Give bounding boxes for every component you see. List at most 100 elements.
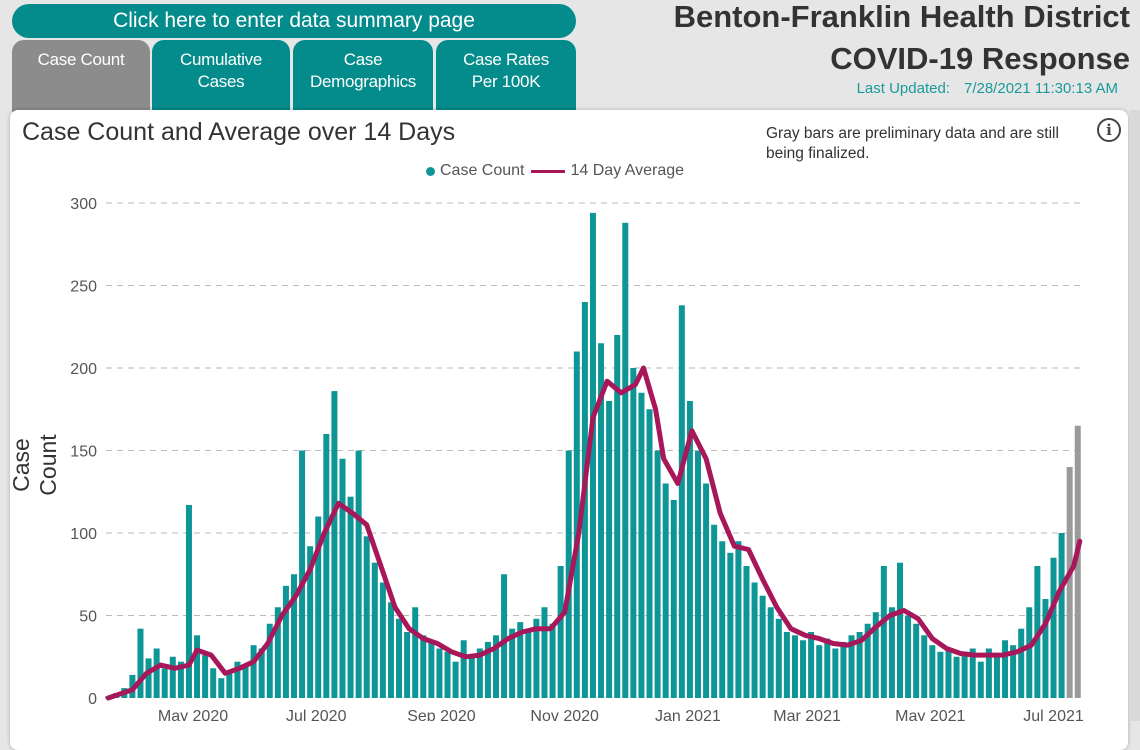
- data-summary-button[interactable]: Click here to enter data summary page: [12, 4, 576, 38]
- case-count-bar: [379, 582, 386, 698]
- scrollbar[interactable]: [1130, 110, 1140, 721]
- x-tick-label: Mar 2021: [773, 708, 841, 721]
- case-count-bar: [493, 635, 499, 698]
- y-tick-label: 100: [70, 526, 97, 543]
- case-count-bar: [703, 483, 710, 698]
- case-count-bar: [484, 641, 491, 698]
- last-updated-label: Last Updated:: [856, 80, 950, 97]
- tab-case-count[interactable]: Case Count: [12, 40, 150, 112]
- case-count-bar: [888, 607, 895, 698]
- x-tick-label: Jul 2020: [286, 708, 347, 721]
- case-count-bar: [250, 645, 257, 698]
- legend-average: 14 Day Average: [570, 162, 685, 179]
- legend-dot-icon: [426, 166, 435, 176]
- case-count-bar: [662, 483, 669, 698]
- title-line-1: Benton-Franklin Health District: [673, 0, 1130, 34]
- case-count-bar: [412, 607, 419, 698]
- case-count-bar: [953, 656, 960, 698]
- case-count-bar: [525, 632, 532, 698]
- case-count-bar: [767, 607, 774, 698]
- case-count-bar: [1026, 607, 1033, 698]
- legend: Case Count 14 Day Average: [426, 162, 684, 180]
- y-tick-label: 200: [70, 361, 97, 378]
- page-title: Benton-Franklin Health District COVID-19 …: [674, 0, 1130, 80]
- case-count-bar: [501, 574, 508, 698]
- case-count-bar: [743, 566, 750, 698]
- case-count-bar: [299, 450, 306, 698]
- case-count-bar: [234, 661, 241, 698]
- case-count-bar: [347, 496, 354, 698]
- case-count-bar: [557, 566, 564, 698]
- tab-label: Demographics: [309, 72, 416, 91]
- tab-label: Cases: [197, 72, 245, 91]
- tab-case-demographics[interactable]: Case Demographics: [293, 40, 433, 112]
- case-count-bar: [719, 541, 726, 698]
- case-count-bar: [274, 607, 281, 698]
- case-count-bar: [323, 434, 330, 698]
- case-count-bar: [315, 516, 322, 698]
- case-count-bar: [993, 656, 1000, 698]
- case-count-bar: [549, 623, 556, 698]
- case-count-bar: [598, 343, 605, 698]
- case-count-bar: [589, 212, 596, 698]
- case-count-bar: [242, 665, 249, 698]
- case-count-bar: [872, 612, 879, 698]
- case-count-bar: [614, 335, 621, 698]
- case-count-bar: [1050, 557, 1057, 698]
- info-icon[interactable]: i: [1097, 118, 1121, 142]
- case-count-bar: [832, 648, 839, 698]
- case-count-bar: [428, 641, 435, 698]
- tab-label: Case Count: [37, 50, 125, 69]
- tab-label: Cumulative: [179, 50, 263, 69]
- last-updated: Last Updated: 7/28/2021 11:30:13 AM: [857, 80, 1118, 97]
- case-count-bar: [517, 622, 524, 698]
- case-count-bar: [622, 222, 629, 699]
- case-count-bar: [686, 401, 693, 698]
- case-count-bar: [880, 566, 887, 698]
- case-count-bar: [436, 648, 443, 698]
- case-count-bar: [363, 536, 370, 698]
- case-count-bar: [985, 648, 992, 698]
- y-tick-label: 0: [88, 691, 97, 708]
- case-count-bar: [630, 368, 637, 698]
- case-count-bar: [541, 607, 548, 698]
- case-count-bar: [169, 656, 176, 698]
- x-tick-label: May 2020: [158, 708, 228, 721]
- case-count-bar: [897, 562, 903, 698]
- case-count-bar: [307, 546, 314, 698]
- case-count-bar: [711, 524, 718, 698]
- case-count-bar: [210, 668, 217, 698]
- case-count-bar: [816, 645, 823, 698]
- y-tick-label: 300: [70, 196, 97, 213]
- case-count-bar: [331, 391, 338, 698]
- case-count-bar: [646, 409, 653, 698]
- case-count-bar: [177, 661, 184, 698]
- case-count-bar: [468, 656, 475, 698]
- case-count-bar: [638, 392, 645, 698]
- case-count-bar: [387, 602, 394, 698]
- case-count-bar: [921, 635, 928, 698]
- case-count-bar: [145, 658, 152, 698]
- tab-label: Case: [343, 50, 383, 69]
- case-count-bar: [282, 585, 289, 698]
- case-count-bar: [573, 351, 580, 698]
- case-count-bar: [775, 618, 782, 698]
- case-count-bar: [808, 632, 815, 698]
- legend-line-icon: [530, 169, 565, 173]
- case-count-bar: [371, 562, 378, 698]
- case-count-bar: [791, 635, 798, 698]
- case-count-bar: [1074, 425, 1081, 698]
- case-count-bar: [929, 645, 936, 698]
- case-count-bar: [751, 582, 758, 698]
- chart: 0 50 100 150 200 250 300 May 2020 Jul 2020 Sep 20…: [70, 196, 1084, 721]
- case-count-bar: [848, 635, 855, 698]
- x-tick-label: Sep 2020: [407, 708, 476, 721]
- case-count-bar: [678, 305, 685, 698]
- case-count-bar: [266, 623, 273, 698]
- tab-case-rates[interactable]: Case Rates Per 100K: [436, 40, 576, 112]
- case-count-bar: [565, 450, 572, 698]
- case-count-bar: [969, 648, 976, 698]
- case-count-bar: [202, 655, 209, 698]
- case-count-bar: [977, 661, 984, 698]
- tab-cumulative-cases[interactable]: Cumulative Cases: [152, 40, 290, 112]
